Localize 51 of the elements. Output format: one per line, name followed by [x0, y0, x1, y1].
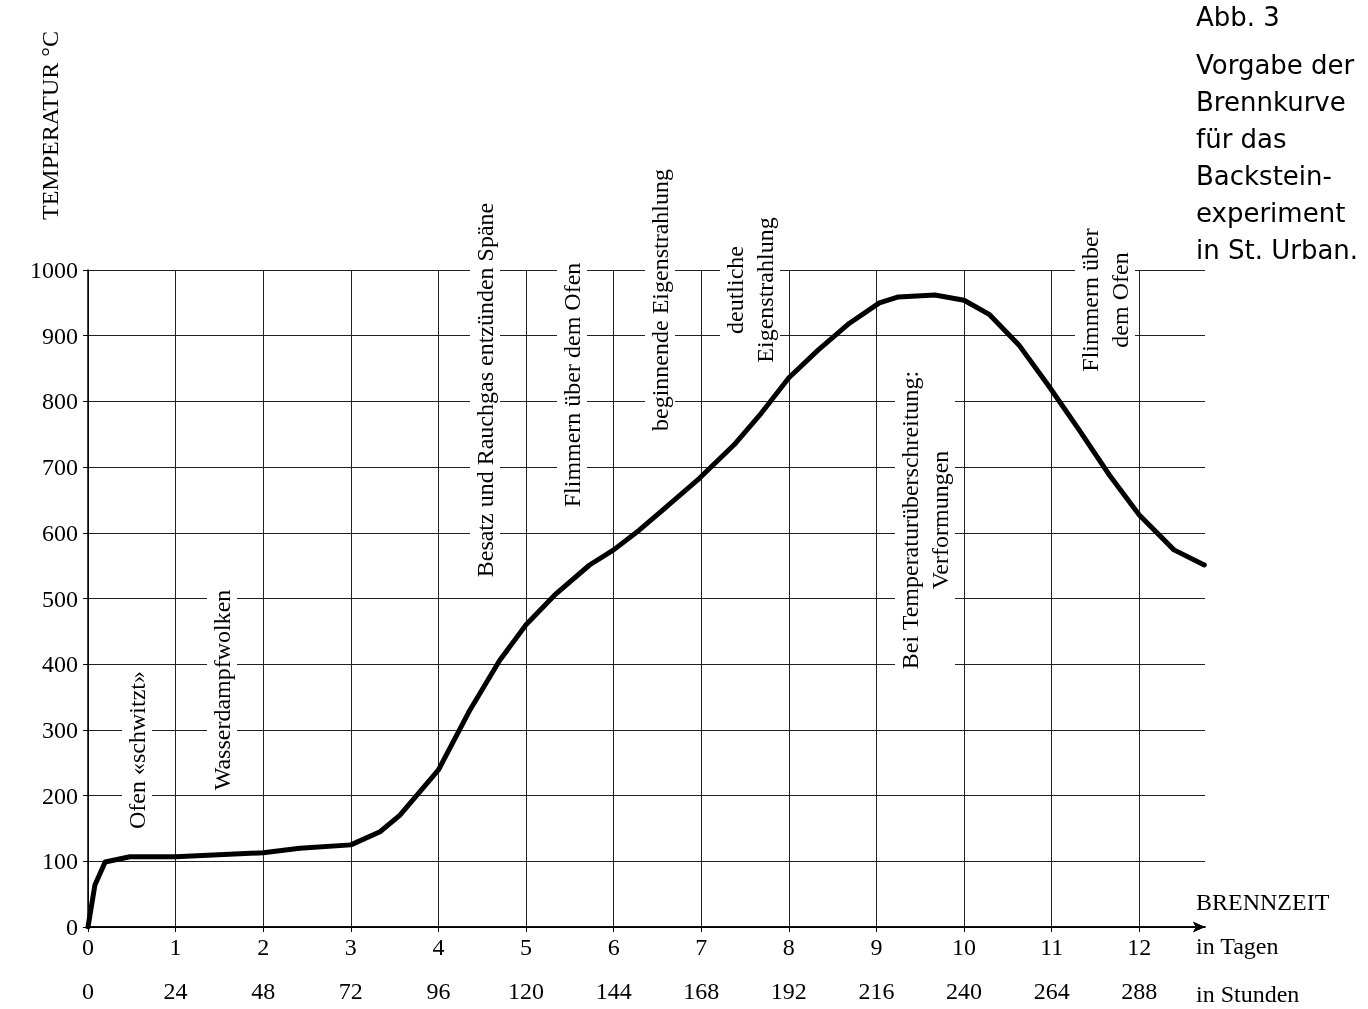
x2-tick-label: 9 [870, 934, 883, 960]
x-tick-label: 0 [82, 978, 94, 1004]
x2-tick-label: 10 [952, 934, 977, 960]
x-tick-label: 96 [426, 978, 451, 1004]
y-tick-label: 800 [42, 388, 78, 415]
x-tick-label: 144 [595, 978, 632, 1004]
x-tick-label: 48 [251, 978, 276, 1004]
annotation: BRENNZEIT [1196, 889, 1330, 915]
x-tick-label: 192 [770, 978, 807, 1004]
x-axis-title: in Stunden [1196, 981, 1300, 1007]
x2-tick-label: 1 [169, 934, 182, 960]
x-tick-label: 120 [508, 978, 545, 1004]
y-tick-label: 700 [42, 454, 78, 481]
y-tick-label: 200 [42, 782, 78, 809]
y-tick-label: 300 [42, 716, 78, 743]
x2-tick-label: 3 [344, 934, 357, 960]
annotation: Besatz und Rauchgas entzünden Späne [472, 202, 498, 578]
annotation: Ofen «schwitzt» [124, 671, 150, 829]
annotation: deutliche Eigenstrahlung [722, 217, 778, 363]
x-tick-label: 168 [683, 978, 720, 1004]
x-tick-label: 216 [858, 978, 895, 1004]
x2-tick-label: 6 [607, 934, 620, 960]
y-tick-label: 0 [66, 914, 78, 940]
annotation: Flimmern über dem Ofen [1077, 228, 1133, 372]
x2-tick-label: 7 [695, 934, 708, 960]
x2-tick-label: 4 [432, 934, 445, 960]
x-tick-label: 264 [1033, 978, 1070, 1004]
y-tick-label: 900 [42, 322, 78, 349]
x2-tick-label: 5 [520, 934, 533, 960]
annotation: beginnende Eigenstrahlung [647, 169, 673, 431]
y-tick-label: 400 [42, 651, 78, 678]
chart-title: Abb. 3 [1196, 2, 1280, 32]
y-tick-label: 600 [42, 519, 78, 546]
y-axis-title: TEMPERATUR °C [37, 31, 63, 220]
x-tick-label: 24 [163, 978, 188, 1004]
x2-tick-label: 8 [782, 934, 795, 960]
x-tick-label: 72 [338, 978, 363, 1004]
x-tick-label: 288 [1121, 978, 1158, 1004]
x2-tick-label: 11 [1040, 934, 1064, 960]
y-tick-label: 100 [42, 848, 78, 875]
annotation: Bei Temperaturüberschreitung: Verformungen [897, 370, 953, 670]
y-tick-label: 500 [42, 585, 78, 612]
annotation: Wasserdampfwolken [209, 589, 235, 791]
annotation: Flimmern über dem Ofen [559, 262, 585, 508]
x2-tick-label: 2 [257, 934, 270, 960]
text: Vorgabe der Brennkurve für das Backstein- experiment in St. Urban. [1196, 49, 1359, 265]
x2-tick-label: 0 [82, 934, 94, 960]
x2-tick-label: 12 [1127, 934, 1152, 960]
y-tick-label: 1000 [30, 257, 78, 283]
x-tick-label: 240 [946, 978, 983, 1004]
x2-axis-title: in Tagen [1196, 933, 1279, 959]
